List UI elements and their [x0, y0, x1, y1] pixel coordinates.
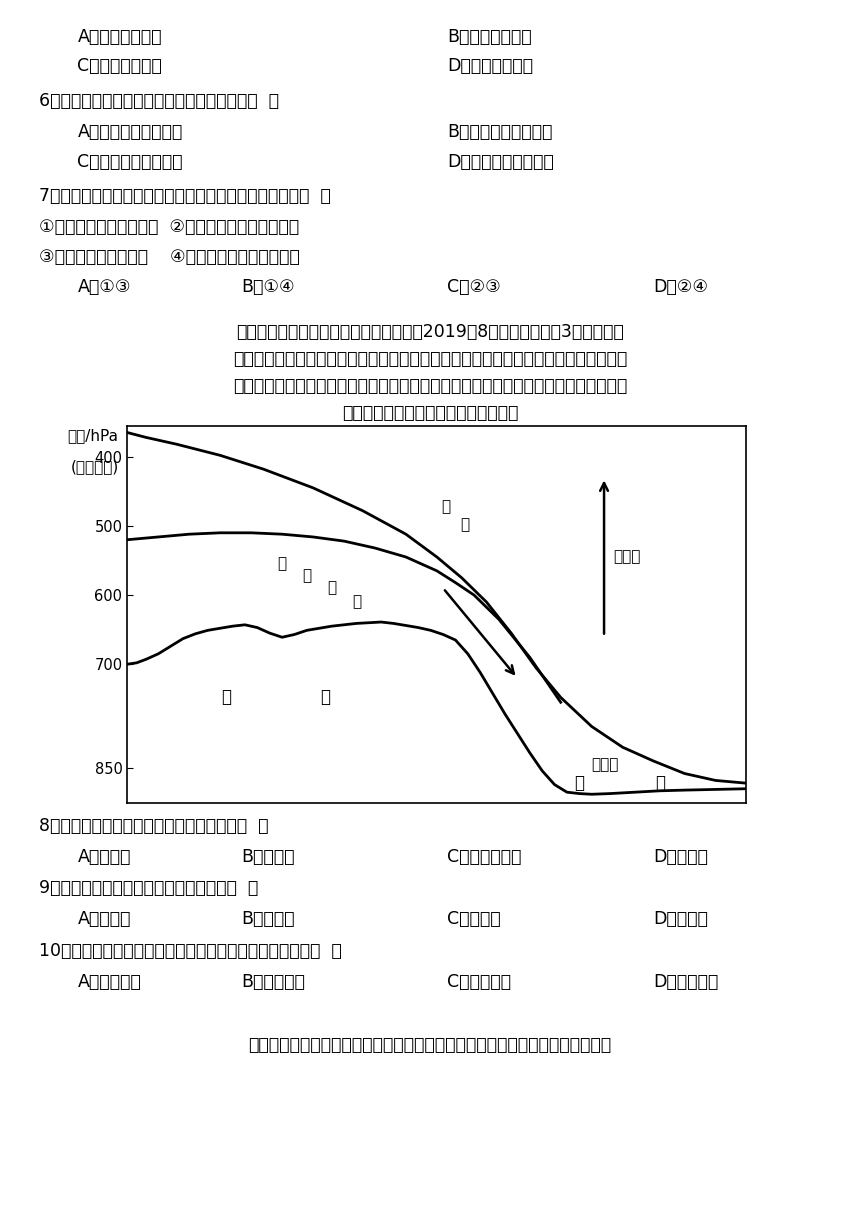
Text: 表: 表	[654, 775, 665, 792]
Text: 对流，翻山气流下沉补偿了对流上升的空气。下图示意阿克苏本场大风天气风速较大时: 对流，翻山气流下沉补偿了对流上升的空气。下图示意阿克苏本场大风天气风速较大时	[233, 377, 627, 395]
Text: D．暖而干: D．暖而干	[654, 910, 709, 928]
Text: C．②③: C．②③	[447, 278, 501, 297]
Text: D．气流入侵: D．气流入侵	[654, 973, 719, 991]
Text: 典型的环流形势。据此完成下列问题。: 典型的环流形势。据此完成下列问题。	[341, 404, 519, 422]
Text: 10．本场大风天气具有阶段性，根本上看是由于阶段性的（  ）: 10．本场大风天气具有阶段性，根本上看是由于阶段性的（ ）	[39, 942, 341, 961]
Text: C．种植湿地植物: C．种植湿地植物	[77, 57, 163, 75]
Text: B．恢复湿地地形: B．恢复湿地地形	[447, 28, 531, 46]
Text: A．净化上游水质: A．净化上游水质	[77, 28, 162, 46]
Text: 风天气，风速忽大忽小，具有阶段性。大风天气时，天山南坡锋面发育，锋前触发了强: 风天气，风速忽大忽小，具有阶段性。大风天气时，天山南坡锋面发育，锋前触发了强	[233, 350, 627, 368]
Text: B．受热对流: B．受热对流	[241, 973, 304, 991]
Text: C．改善鸟类栖息环境: C．改善鸟类栖息环境	[77, 153, 183, 171]
Text: 锋: 锋	[441, 499, 451, 514]
Text: 地: 地	[221, 688, 231, 706]
Text: ⇒东南: ⇒东南	[704, 440, 738, 458]
Text: ③自然恢复的成本较低    ④自然恢复的社会压力较小: ③自然恢复的成本较低 ④自然恢复的社会压力较小	[39, 248, 299, 266]
Text: C．停留时间长: C．停留时间长	[447, 848, 521, 866]
Text: B．范围广: B．范围广	[241, 848, 294, 866]
Text: D．稳定湿地生态: D．稳定湿地生态	[447, 57, 533, 75]
Text: A．冷而湿: A．冷而湿	[77, 910, 131, 928]
Text: A．长度大: A．长度大	[77, 848, 131, 866]
Text: A．水汽供应: A．水汽供应	[77, 973, 141, 991]
Text: 9．与对流气团相比，翻山气流的性质是（  ）: 9．与对流气团相比，翻山气流的性质是（ ）	[39, 879, 258, 897]
Text: 翻: 翻	[278, 557, 286, 572]
Text: 强对流: 强对流	[613, 550, 641, 564]
Text: B．冷而干: B．冷而干	[241, 910, 294, 928]
Text: 8．本次锋面触发了强对流，主要因为锋面（  ）: 8．本次锋面触发了强对流，主要因为锋面（ ）	[39, 817, 268, 835]
Text: 地: 地	[574, 775, 584, 792]
Text: 气压/hPa: 气压/hPa	[68, 428, 119, 443]
Text: D．②④: D．②④	[654, 278, 709, 297]
Text: 阿克苏地处天山南坡，塔里木盆地北侧，2019年8月出现一场持续3天左右的大: 阿克苏地处天山南坡，塔里木盆地北侧，2019年8月出现一场持续3天左右的大	[237, 323, 624, 342]
Text: A．①③: A．①③	[77, 278, 131, 297]
Text: 7．青华海湿地的修复坚持以自然恢复为主的原因主要是（  ）: 7．青华海湿地的修复坚持以自然恢复为主的原因主要是（ ）	[39, 187, 330, 206]
Text: 6．青华海湿地多样化生境设计的主要目的是（  ）: 6．青华海湿地多样化生境设计的主要目的是（ ）	[39, 92, 279, 111]
Text: C．锋面摆动: C．锋面摆动	[447, 973, 511, 991]
Text: C．暖而湿: C．暖而湿	[447, 910, 501, 928]
Text: 山: 山	[302, 568, 311, 584]
Text: B．①④: B．①④	[241, 278, 294, 297]
Text: 流: 流	[352, 595, 361, 609]
Text: 下图为沿某条经线绘制的部分地形剖面和自然带分布图。读图，完成下面小题。: 下图为沿某条经线绘制的部分地形剖面和自然带分布图。读图，完成下面小题。	[249, 1036, 611, 1054]
Text: 表: 表	[321, 688, 330, 706]
Text: A．提升湿地自净能力: A．提升湿地自净能力	[77, 123, 182, 141]
Text: 面: 面	[460, 517, 470, 533]
Text: ①自然恢复的生态更稳定  ②该地自然恢复的条件较好: ①自然恢复的生态更稳定 ②该地自然恢复的条件较好	[39, 218, 298, 236]
Text: D．实现植物自然演替: D．实现植物自然演替	[447, 153, 554, 171]
Text: 气: 气	[327, 581, 336, 596]
Text: (指示高度): (指示高度)	[71, 460, 119, 474]
Text: 阿克苏: 阿克苏	[592, 758, 619, 772]
Text: D．坡度陡: D．坡度陡	[654, 848, 709, 866]
Text: B．丰富湿地食物来源: B．丰富湿地食物来源	[447, 123, 553, 141]
